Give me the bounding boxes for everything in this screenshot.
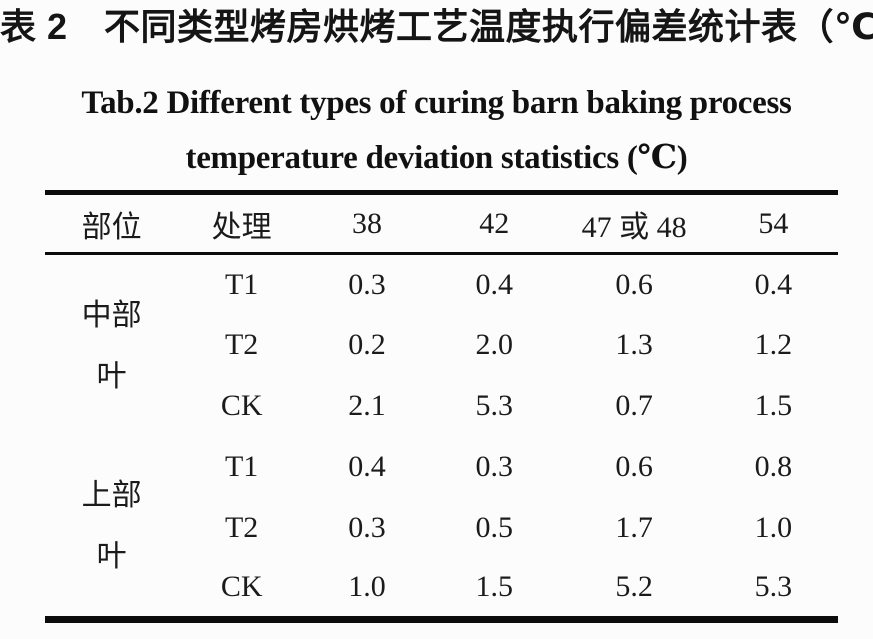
column-header-42: 42 <box>428 192 560 255</box>
value-cell: 1.0 <box>348 570 386 604</box>
value-cell: 1.5 <box>754 389 793 422</box>
column-header-treatment: 处理 <box>178 192 306 255</box>
value-cell: 0.8 <box>754 450 793 483</box>
value-cell: 0.4 <box>754 267 793 301</box>
table-row: 中部 叶 T1 0.3 0.4 0.6 0.4 <box>45 254 838 393</box>
value-cell: 0.6 <box>615 267 653 301</box>
table-row: T2 0.2 2.0 1.3 1.2 <box>45 315 838 376</box>
part-cell-upper-leaf: 上部 叶 <box>45 437 178 620</box>
part-cell-middle-leaf: 中部 叶 <box>45 254 178 437</box>
treatment-cell: T1 <box>224 267 259 301</box>
column-header-47-48: 47 或 48 <box>559 192 709 255</box>
value-cell: 1.2 <box>754 328 793 361</box>
value-cell: 1.3 <box>615 328 653 361</box>
part-label-line: 上部 <box>81 479 142 513</box>
value-cell: 0.6 <box>615 450 653 483</box>
value-cell: 0.4 <box>475 267 513 301</box>
treatment-cell: CK <box>220 389 263 422</box>
table-row: 上部 叶 T1 0.4 0.3 0.6 0.8 <box>45 437 838 573</box>
header-row: 部位 处理 38 42 47 或 48 54 <box>45 192 838 255</box>
value-cell: 0.4 <box>348 450 386 483</box>
table-header: 部位 处理 38 42 47 或 48 54 <box>45 192 838 255</box>
value-cell: 0.2 <box>348 328 386 361</box>
column-header-38: 38 <box>305 192 429 255</box>
table-title-zh: 表 2 不同类型烤房烘烤工艺温度执行偏差统计表（℃） <box>0 6 873 47</box>
column-header-54: 54 <box>708 192 838 255</box>
value-cell: 5.2 <box>615 570 653 604</box>
treatment-cell: CK <box>220 570 263 604</box>
column-header-part: 部位 <box>45 192 179 255</box>
value-cell: 2.1 <box>348 389 386 422</box>
table-title-en-line2: temperature deviation statistics (℃) <box>185 140 688 176</box>
value-cell: 0.3 <box>348 267 386 301</box>
treatment-cell: T2 <box>224 511 259 544</box>
value-cell: 1.5 <box>475 570 513 604</box>
value-cell: 5.3 <box>475 389 513 422</box>
value-cell: 0.5 <box>475 511 513 544</box>
part-label-line: 叶 <box>96 540 127 574</box>
value-cell: 2.0 <box>475 328 513 361</box>
group-middle-leaf: 中部 叶 T1 0.3 0.4 0.6 0.4 T2 0.2 2.0 1.3 1… <box>45 254 838 437</box>
table-row: CK 2.1 5.3 0.7 1.5 <box>45 376 838 437</box>
part-label-line: 中部 <box>81 298 142 332</box>
treatment-cell: T2 <box>224 328 259 361</box>
table-row: CK 1.0 1.5 5.2 5.3 <box>45 559 838 620</box>
part-label-line: 叶 <box>96 359 127 393</box>
table-title-en-line1: Tab.2 Different types of curing barn bak… <box>81 85 792 121</box>
value-cell: 1.7 <box>615 511 653 544</box>
temperature-deviation-table: 部位 处理 38 42 47 或 48 54 中部 叶 T1 0.3 0.4 0… <box>45 190 838 623</box>
value-cell: 0.7 <box>615 389 653 422</box>
value-cell: 0.3 <box>348 511 386 544</box>
value-cell: 1.0 <box>754 511 793 544</box>
value-cell: 0.3 <box>475 450 513 483</box>
value-cell: 5.3 <box>754 570 793 604</box>
treatment-cell: T1 <box>224 450 259 483</box>
group-upper-leaf: 上部 叶 T1 0.4 0.3 0.6 0.8 T2 0.3 0.5 1.7 1… <box>45 437 838 620</box>
table-row: T2 0.3 0.5 1.7 1.0 <box>45 498 838 559</box>
